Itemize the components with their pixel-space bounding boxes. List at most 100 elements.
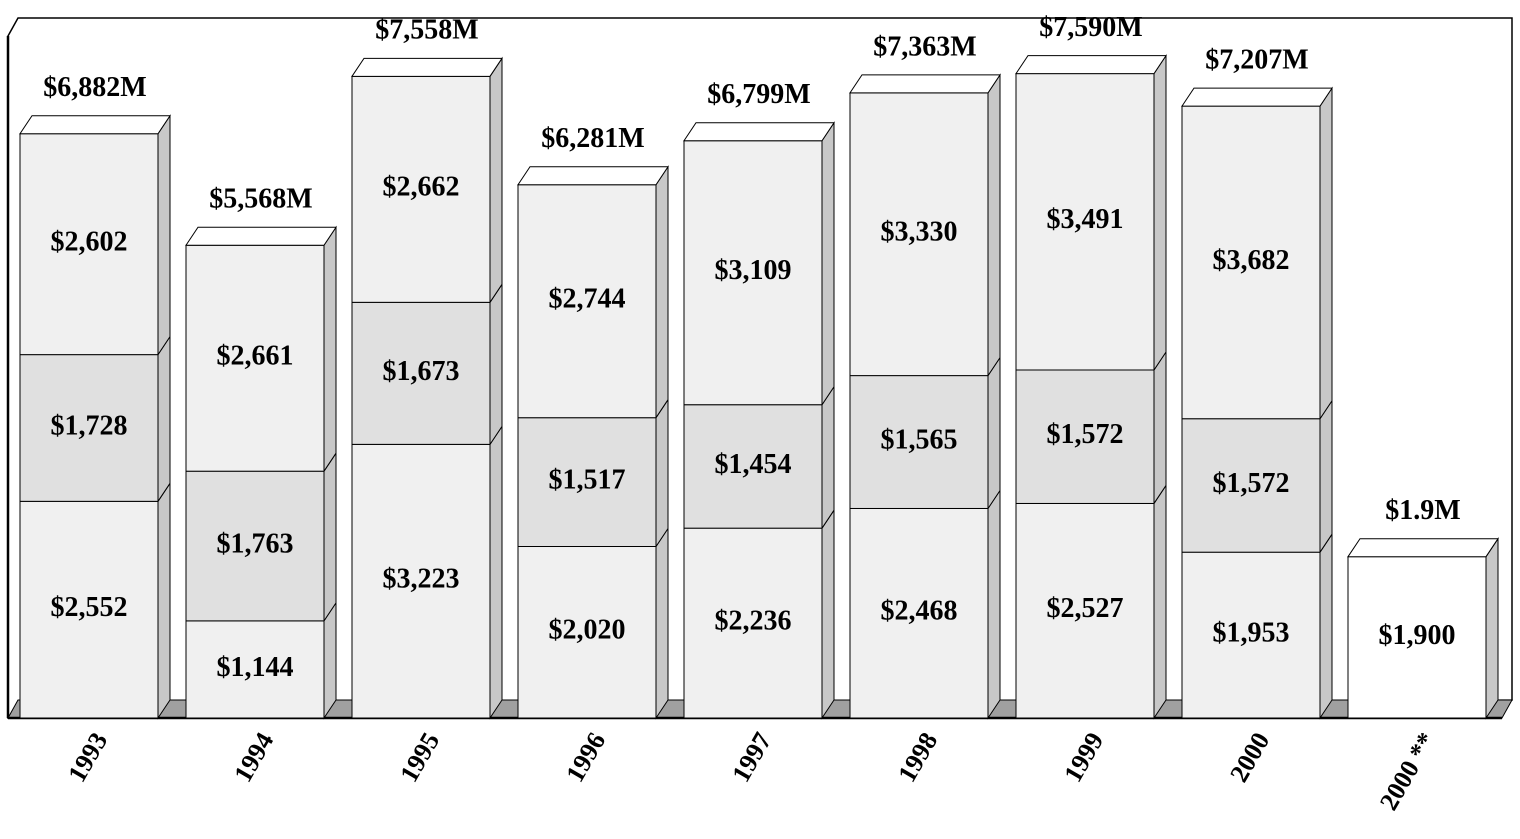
bar-top [849,74,1001,94]
segment-label: $1,763 [217,528,294,559]
bar-top [19,115,171,135]
bar-top [517,166,669,186]
bar-side [655,526,669,720]
bar-segment [517,417,657,548]
bar-top [1347,538,1499,558]
segment-label: $2,662 [383,172,460,203]
bar-segment [185,620,325,719]
segment-label: $1,673 [383,356,460,387]
bar-side [821,508,835,720]
bar-segment [1015,502,1155,719]
bar-top [683,122,835,142]
x-tick-label: 1998 [892,727,943,787]
bar-segment [849,92,989,377]
bar-side [987,355,1001,511]
bar-segment [683,404,823,529]
bar-side [1153,483,1167,720]
segment-label: $1,900 [1379,620,1456,651]
bar-segment [19,354,159,502]
bar-segment [185,244,325,472]
bar-top [351,57,503,77]
x-tick-label: 1999 [1058,727,1109,787]
total-label: $7,363M [873,31,976,62]
segment-label: $3,223 [383,564,460,595]
bar-side [1485,537,1499,720]
x-tick-label: 1994 [228,727,279,787]
bar-segment [185,470,325,622]
segment-label: $2,602 [51,227,128,258]
segment-label: $3,682 [1213,245,1290,276]
bar-side [655,165,669,420]
bar-segment [351,75,491,303]
segment-label: $2,661 [217,341,294,372]
total-label: $7,207M [1205,45,1308,76]
bar-segment [517,546,657,719]
bar-side [323,601,337,720]
x-tick-label: 1993 [62,727,113,787]
bar-side [821,121,835,407]
bar-side [1153,53,1167,372]
segment-label: $3,491 [1047,204,1124,235]
bar-top [185,226,337,246]
bar-top [1015,55,1167,75]
bar-side [1319,399,1333,554]
bar-segment [683,140,823,406]
bar-segment [849,375,989,509]
segment-label: $2,527 [1047,593,1124,624]
total-label: $7,558M [375,15,478,46]
segment-label: $2,020 [549,615,626,646]
bar-segment [683,527,823,719]
x-tick-label: 2000 ** [1374,727,1441,815]
segment-label: $3,330 [881,217,958,248]
bar-segment [1015,73,1155,371]
bar-side [157,481,171,720]
total-label: $6,799M [707,79,810,110]
bar-segment [849,507,989,719]
bar-side [987,73,1001,378]
segment-label: $2,744 [549,284,626,315]
segment-label: $1,144 [217,652,294,683]
bar-segment [19,133,159,356]
bar-side [489,282,503,447]
bar-side [489,56,503,304]
total-label: $6,281M [541,123,644,154]
bar-side [1319,86,1333,421]
bar-top [1181,87,1333,107]
segment-label: $1,728 [51,410,128,441]
segment-label: $2,552 [51,592,128,623]
total-label: $1.9M [1385,495,1460,526]
bar-segment [1181,418,1321,553]
x-tick-label: 1995 [394,727,445,787]
bar-side [987,488,1001,720]
bar-side [157,114,171,357]
segment-label: $1,953 [1213,618,1290,649]
bar-side [323,451,337,623]
segment-label: $2,236 [715,606,792,637]
total-label: $6,882M [43,72,146,103]
bar-segment [351,301,491,445]
bar-side [1153,350,1167,506]
segment-label: $3,109 [715,255,792,286]
total-label: $7,590M [1039,12,1142,43]
segment-label: $1,572 [1213,468,1290,499]
segment-label: $1,572 [1047,419,1124,450]
bar-segment [351,443,491,719]
bar-segment [1181,105,1321,420]
bar-side [821,385,835,530]
bar-side [1319,532,1333,720]
bar-segment [517,184,657,419]
bar-segment [1181,551,1321,719]
bar-segment [1015,369,1155,504]
segment-label: $1,454 [715,449,792,480]
x-tick-label: 1996 [560,727,611,787]
segment-label: $1,565 [881,424,958,455]
x-tick-label: 1997 [726,727,777,787]
bar-segment [1347,556,1487,719]
total-label: $5,568M [209,184,312,215]
bar-side [655,398,669,549]
bar-side [489,424,503,720]
segment-label: $1,517 [549,465,626,496]
bar-side [157,334,171,503]
bar-side [323,225,337,473]
